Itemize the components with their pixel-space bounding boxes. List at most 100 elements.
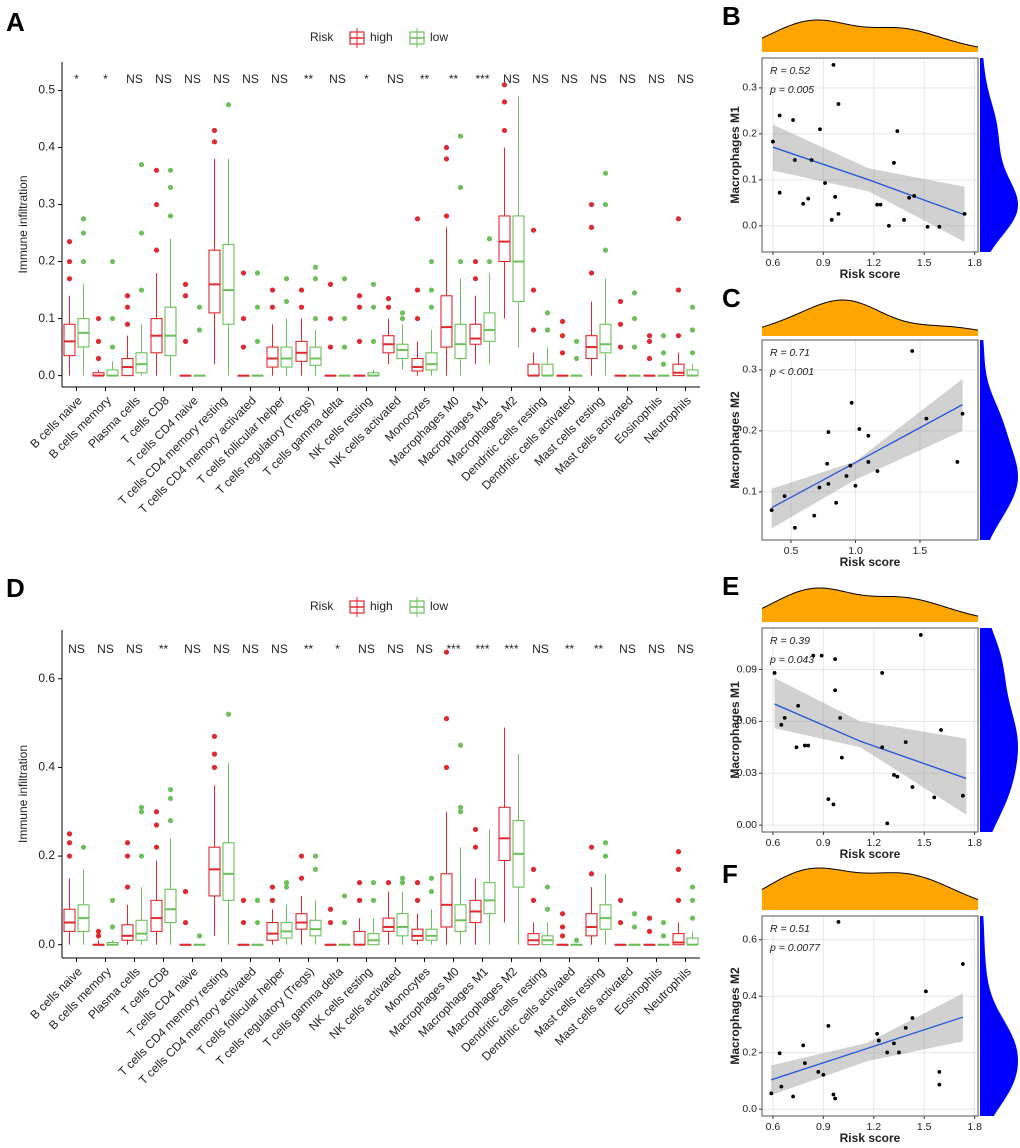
outlier — [428, 888, 435, 895]
outlier — [240, 897, 247, 903]
box — [498, 806, 511, 862]
box — [512, 215, 525, 303]
outlier — [225, 711, 232, 717]
box — [222, 842, 235, 901]
outlier — [486, 258, 493, 265]
outlier — [428, 258, 435, 265]
outlier — [211, 127, 218, 134]
box — [527, 933, 540, 946]
outlier — [617, 919, 624, 926]
x-tick-label: 0.9 — [816, 1121, 831, 1133]
outlier — [370, 281, 377, 287]
significance-label: * — [364, 72, 369, 86]
outlier — [356, 338, 363, 344]
significance-label: NS — [184, 642, 201, 656]
significance-label: NS — [155, 72, 172, 86]
point — [769, 1091, 774, 1096]
outlier — [80, 258, 87, 265]
x-tick-label: 1.0 — [848, 545, 863, 557]
box — [396, 343, 409, 360]
outlier — [588, 224, 595, 230]
outlier — [414, 315, 421, 322]
outlier — [501, 82, 508, 88]
point — [838, 715, 843, 720]
point — [903, 1025, 908, 1030]
outlier — [573, 338, 580, 344]
outlier — [501, 99, 508, 105]
point — [910, 1016, 915, 1020]
outlier — [370, 897, 377, 903]
outlier — [283, 880, 290, 886]
point — [910, 349, 915, 353]
outlier — [472, 844, 479, 850]
point — [892, 160, 896, 165]
outlier — [66, 239, 73, 245]
stat-label: R = 0.51 — [770, 923, 810, 935]
outlier — [254, 270, 261, 276]
outlier — [66, 276, 73, 282]
box — [454, 323, 467, 360]
outlier — [254, 338, 261, 344]
legend-label: high — [370, 599, 393, 613]
y-axis-label: Macrophages M2 — [728, 391, 742, 489]
panel-letter: B — [722, 1, 741, 31]
outlier — [254, 919, 261, 926]
outlier — [689, 304, 696, 310]
confidence-band — [771, 993, 963, 1096]
outlier — [80, 216, 87, 222]
outlier — [356, 293, 363, 299]
point — [801, 201, 806, 206]
outlier — [109, 924, 116, 930]
point — [866, 433, 871, 438]
point — [924, 416, 929, 421]
point — [831, 802, 836, 807]
outlier — [602, 170, 609, 176]
outlier — [182, 281, 189, 287]
panel-letter: A — [6, 7, 25, 37]
significance-label: NS — [648, 72, 665, 86]
point — [918, 633, 923, 637]
x-tick-label: 1.2 — [866, 257, 881, 269]
outlier — [124, 293, 131, 299]
significance-label: *** — [475, 642, 489, 656]
point — [923, 989, 928, 994]
outlier — [153, 809, 160, 815]
point — [826, 482, 831, 486]
x-density — [762, 868, 978, 910]
y-tick-label: 0.09 — [737, 663, 758, 675]
x-density-outline — [761, 867, 979, 901]
y-tick-label: 0.6 — [38, 671, 55, 685]
outlier — [472, 826, 479, 833]
outlier — [660, 361, 667, 367]
point — [818, 127, 822, 132]
point — [812, 513, 817, 518]
outlier — [182, 919, 189, 926]
y-tick-label: 0.4 — [38, 140, 55, 154]
significance-label: *** — [475, 72, 489, 86]
outlier — [617, 298, 624, 305]
point — [779, 1084, 784, 1089]
significance-label: * — [74, 72, 79, 86]
outlier — [298, 853, 305, 859]
outlier — [240, 315, 247, 322]
x-tick-label: 1.8 — [967, 837, 982, 849]
significance-label: NS — [677, 72, 694, 86]
box — [527, 363, 540, 377]
outlier — [370, 880, 377, 886]
point — [782, 715, 787, 720]
significance-label: NS — [68, 642, 85, 656]
x-tick-label: 0.6 — [766, 837, 781, 849]
outlier — [443, 156, 450, 162]
point — [895, 774, 900, 779]
point — [833, 688, 838, 693]
significance-label: NS — [619, 642, 636, 656]
box — [266, 921, 279, 941]
outlier — [312, 264, 319, 270]
outlier — [109, 344, 116, 350]
box — [454, 904, 467, 932]
outlier — [573, 355, 580, 362]
outlier — [660, 333, 667, 339]
box — [150, 899, 163, 932]
point — [866, 460, 871, 464]
